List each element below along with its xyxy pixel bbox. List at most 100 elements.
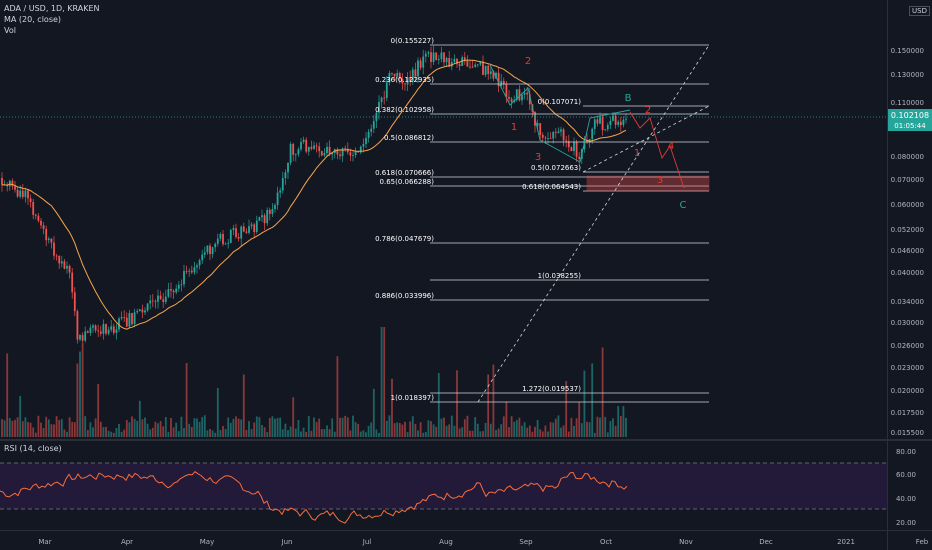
- volume-bar: [177, 431, 180, 437]
- volume-bar: [593, 432, 596, 437]
- candle-body: [167, 289, 170, 297]
- volume-bar: [27, 422, 29, 437]
- pane-divider[interactable]: [0, 439, 932, 441]
- price-tick: 0.060000: [891, 201, 924, 209]
- volume-bar: [331, 418, 334, 437]
- price-tick: 0.030000: [891, 319, 924, 327]
- candle-body: [89, 327, 92, 333]
- volume-bar: [432, 424, 435, 437]
- candle-body: [154, 301, 157, 303]
- volume-bar: [448, 424, 451, 437]
- candle-body: [14, 186, 16, 190]
- candle-body: [307, 146, 310, 152]
- candle-body: [305, 139, 308, 152]
- volume-bar: [495, 430, 497, 437]
- candle-body: [591, 128, 594, 140]
- volume-bar: [388, 415, 391, 437]
- volume-bar: [510, 416, 513, 437]
- volume-bar: [599, 417, 601, 437]
- ma-legend[interactable]: MA (20, close): [4, 15, 62, 24]
- candle-body: [203, 252, 206, 255]
- candle-body: [287, 162, 289, 173]
- volume-bar: [523, 422, 526, 437]
- volume-bar: [284, 423, 287, 437]
- volume-bar: [515, 420, 518, 437]
- volume-bar: [526, 427, 529, 437]
- volume-bar: [294, 428, 297, 437]
- time-divider: [0, 530, 932, 531]
- candle-body: [258, 217, 261, 221]
- volume-bar: [258, 417, 261, 437]
- volume-bar: [502, 416, 505, 437]
- candle-body: [336, 149, 339, 155]
- volume-bar: [211, 430, 214, 437]
- volume-bar: [450, 415, 453, 437]
- volume-legend[interactable]: Vol: [4, 26, 16, 35]
- bar-countdown: 01:05:44: [894, 122, 926, 130]
- volume-bar: [89, 422, 92, 437]
- time-axis[interactable]: Mar Apr May Jun Jul Aug Sep Oct Nov Dec 2021 Feb: [0, 530, 932, 550]
- candle-body: [614, 115, 617, 125]
- volume-bar: [16, 417, 19, 437]
- symbol-legend[interactable]: ADA / USD, 1D, KRAKEN: [4, 4, 100, 13]
- fib-small-label: 0.5(0.072663): [531, 164, 581, 172]
- volume-bar: [289, 426, 292, 437]
- price-chart[interactable]: 0(0.155227) 0.236(0.122935) 0.382(0.102958…: [0, 0, 932, 440]
- candle-body: [73, 292, 76, 312]
- candle-body: [300, 142, 302, 150]
- candle-body: [502, 80, 505, 84]
- wave-label: B: [625, 93, 632, 104]
- wave-label: 2: [645, 105, 651, 116]
- candle-body: [430, 52, 432, 62]
- candle-body: [68, 265, 71, 273]
- volume-bar: [209, 428, 211, 437]
- candle-body: [443, 52, 445, 63]
- candle-body: [92, 325, 94, 328]
- candle-body: [453, 58, 456, 62]
- candle-body: [492, 71, 495, 79]
- volume-bar: [562, 425, 565, 437]
- volume-bar: [617, 406, 620, 437]
- candle-body: [235, 228, 237, 238]
- volume-bar: [34, 432, 37, 437]
- volume-bar: [479, 431, 482, 437]
- volume-bar: [21, 421, 24, 437]
- candle-body: [219, 234, 222, 239]
- candle-body: [34, 214, 37, 216]
- volume-bar: [437, 373, 440, 437]
- time-label: Jul: [362, 538, 372, 546]
- volume-bar: [411, 416, 414, 437]
- volume-bar: [201, 417, 204, 437]
- candle-body: [365, 138, 367, 144]
- volume-bar: [37, 415, 40, 437]
- candle-body: [601, 117, 604, 131]
- volume-bar: [554, 418, 557, 437]
- volume-bar: [40, 422, 42, 437]
- candlesticks: [1, 45, 627, 344]
- volume-bar: [469, 430, 471, 437]
- candle-body: [474, 64, 477, 67]
- volume-bar: [144, 417, 146, 437]
- candle-body: [24, 190, 27, 197]
- volume-bar: [107, 430, 110, 437]
- candle-body: [411, 69, 414, 82]
- candle-body: [484, 65, 487, 75]
- volume-bar: [586, 421, 588, 437]
- volume-bar: [487, 374, 490, 437]
- candle-body: [227, 242, 230, 244]
- candle-body: [37, 215, 40, 221]
- candle-body: [76, 311, 79, 340]
- price-tick: 0.110000: [891, 99, 924, 107]
- candle-body: [214, 243, 217, 248]
- time-label: Feb: [916, 538, 929, 546]
- fib-level-label: 0.886(0.033996): [375, 292, 434, 300]
- rsi-pane[interactable]: 80.00 60.00 40.00 20.00: [0, 440, 932, 530]
- volume-bar: [219, 430, 222, 437]
- candle-body: [81, 335, 84, 341]
- currency-badge[interactable]: USD: [909, 6, 930, 16]
- candle-body: [118, 318, 120, 330]
- price-tick: 0.040000: [891, 269, 924, 277]
- volume-bar: [398, 422, 401, 437]
- volume-bar: [19, 395, 22, 437]
- rsi-legend[interactable]: RSI (14, close): [4, 444, 62, 453]
